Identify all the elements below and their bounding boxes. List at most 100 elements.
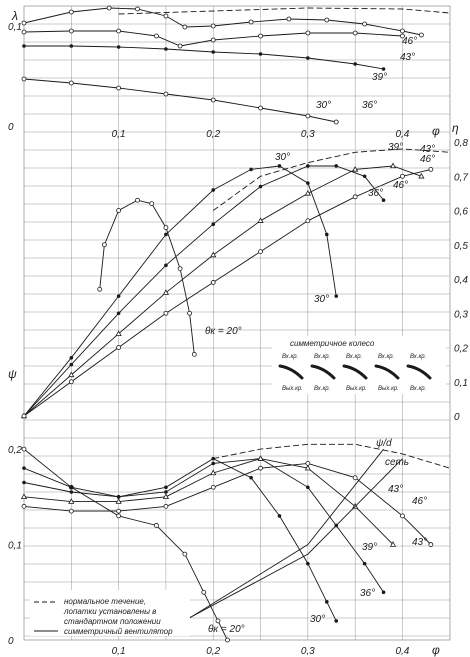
data-point	[163, 91, 169, 97]
data-point	[215, 618, 221, 624]
series-line-top-4	[118, 7, 450, 15]
legend-box	[30, 590, 190, 636]
data-point	[418, 172, 425, 179]
data-point	[277, 514, 282, 518]
mid-label-46: 46°	[420, 154, 435, 165]
data-point	[21, 446, 27, 452]
data-point	[106, 5, 112, 11]
inset-out-label: Вх.кр.	[314, 386, 330, 392]
series-line-bottom-2	[23, 458, 384, 593]
mid-label-theta20: θк = 20°	[205, 326, 242, 337]
data-point	[164, 490, 168, 494]
data-point	[381, 67, 386, 71]
y-tick-label: 0,2	[454, 344, 468, 355]
data-point	[164, 47, 168, 51]
data-point	[163, 310, 169, 316]
data-point	[305, 30, 311, 36]
inset-in-label: Вх.кр.	[346, 354, 362, 360]
data-point	[210, 280, 216, 285]
data-point	[163, 503, 169, 509]
data-point	[187, 310, 192, 316]
inset-blades: симметричное колесо Вх.кр. Вых.кр. Вх.кр. В…	[272, 336, 446, 394]
y-label-psi: ψ	[8, 367, 17, 381]
data-point	[177, 266, 183, 272]
data-point	[21, 413, 27, 419]
inset-items: Вх.кр. Вых.кр. Вх.кр. Вх.кр. Вх.кр. Вых.кр. Вх…	[278, 354, 432, 392]
data-point	[182, 551, 188, 557]
inset-title: симметричное колесо	[290, 339, 375, 348]
inset-in-label: Вх.кр.	[410, 354, 426, 360]
x-tick-label: 0,4	[395, 646, 409, 657]
data-point	[257, 455, 264, 461]
data-point	[249, 167, 253, 172]
data-point	[306, 561, 310, 566]
data-point	[97, 286, 103, 292]
bot-label-43: 43°	[388, 484, 403, 495]
series-line-middle-4	[23, 168, 432, 417]
bot-label-theta20: θк = 20°	[208, 624, 245, 635]
data-point	[306, 485, 310, 490]
data-point	[334, 164, 339, 168]
series-line-bottom-4	[23, 462, 432, 545]
data-point	[389, 162, 397, 169]
data-point	[21, 20, 27, 26]
data-point	[258, 33, 263, 39]
data-point	[22, 480, 26, 485]
data-point	[362, 174, 367, 179]
y-tick-label: 0,1	[8, 541, 22, 552]
data-point	[277, 164, 282, 168]
y-label-lambda: λ	[11, 9, 18, 23]
data-point	[258, 52, 263, 56]
top-label-46: 46°	[402, 36, 417, 47]
data-point	[248, 19, 254, 25]
y-tick-label: 0,8	[454, 138, 468, 149]
data-point	[115, 498, 122, 504]
x-tick-label-upper: 0,3	[301, 129, 315, 140]
legend-solid-label: симметричный вентилятор	[64, 627, 173, 636]
data-point	[135, 6, 140, 12]
data-point	[68, 498, 75, 504]
data-point	[201, 589, 207, 595]
inset-in-label: Вх.кр.	[314, 354, 330, 360]
top-label-36: 36°	[362, 100, 377, 111]
data-point	[389, 541, 397, 547]
x-tick-label-upper: 0,4	[395, 129, 409, 140]
data-point	[400, 173, 405, 179]
bot-label-43b: 43°	[412, 537, 427, 548]
tick-labels: 0 0,1 0 0,1 0,2 0,3 0,4 0,5 0,6 0,7 0,8 0 0,1 0,2 0,1 0…	[8, 22, 468, 657]
data-point	[210, 469, 217, 476]
data-point	[68, 28, 74, 34]
data-point	[164, 485, 168, 490]
data-point	[163, 13, 169, 19]
data-point	[400, 513, 405, 519]
data-point	[306, 164, 310, 168]
data-point	[400, 33, 405, 39]
series-line-middle-2	[23, 165, 384, 417]
data-point	[381, 590, 386, 595]
x-label-phi-bottom: φ	[432, 643, 440, 657]
y-tick-label: 0,3	[454, 309, 468, 320]
data-point	[164, 232, 168, 237]
data-point	[149, 201, 155, 207]
series-line-bottom-0	[23, 448, 228, 641]
data-point	[362, 21, 368, 27]
data-point	[400, 28, 405, 34]
data-point	[362, 561, 367, 566]
data-point	[305, 113, 311, 119]
data-point	[428, 166, 434, 172]
data-point	[353, 62, 357, 66]
data-point	[102, 242, 107, 248]
inset-out-label: Вых.кр.	[282, 386, 303, 392]
bot-label-set: сеть	[385, 457, 409, 468]
inset-blade	[374, 364, 400, 380]
inset-blade	[342, 364, 368, 380]
inset-blade	[310, 364, 336, 380]
data-point	[352, 475, 358, 481]
data-point	[162, 289, 170, 295]
data-point	[352, 165, 359, 172]
data-point	[324, 232, 329, 237]
data-point	[249, 475, 253, 480]
plot-frame	[23, 5, 451, 641]
top-label-39: 39°	[372, 72, 387, 83]
